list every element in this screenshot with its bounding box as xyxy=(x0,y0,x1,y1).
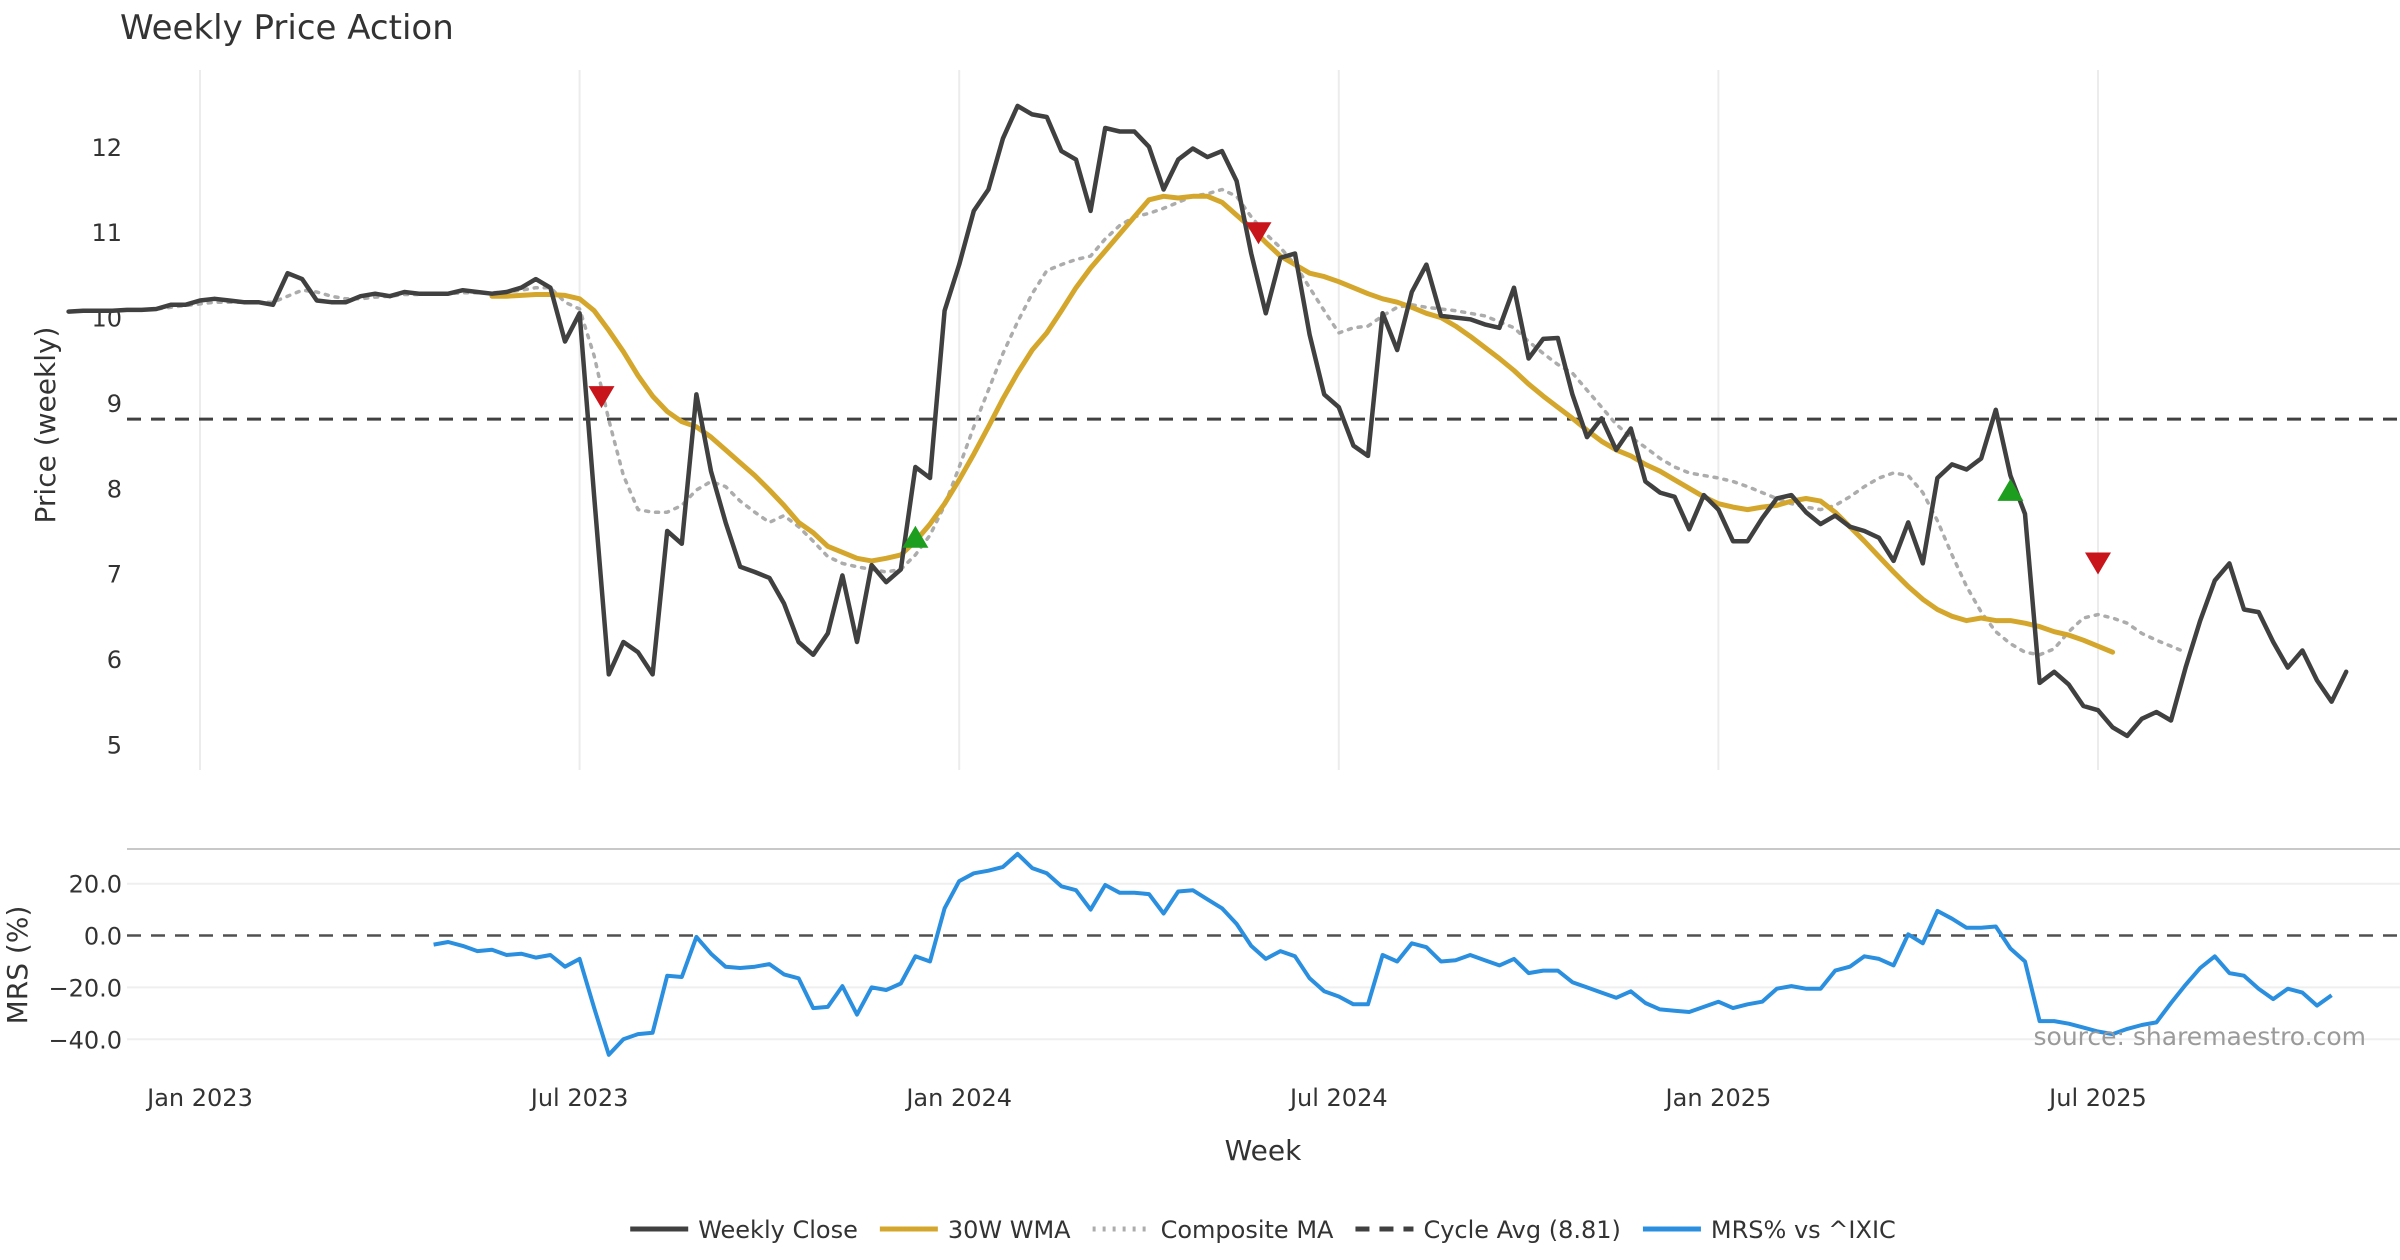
mrs-ytick-label: 20.0 xyxy=(69,871,122,899)
price-ytick-label: 12 xyxy=(91,134,122,162)
x-tick-label: Jul 2025 xyxy=(2047,1084,2147,1112)
mrs-panel: 20.0 0.0 −20.0 −40.0 MRS (%) source: sharem… xyxy=(1,848,2400,1057)
legend-label-composite-ma: Composite MA xyxy=(1161,1216,1334,1244)
price-series-lines xyxy=(66,103,2400,739)
sell-signal-marker xyxy=(1245,222,1272,245)
price-ytick-label: 7 xyxy=(107,561,122,589)
source-watermark: source: sharemaestro.com xyxy=(2034,1022,2367,1051)
price-y-axis-title: Price (weekly) xyxy=(29,327,62,524)
legend: Weekly Close 30W WMA Composite MA Cycle Avg… xyxy=(630,1216,1896,1244)
legend-label-30w-wma: 30W WMA xyxy=(948,1216,1071,1244)
price-ytick-label: 9 xyxy=(107,390,122,418)
mrs-ytick-label: −20.0 xyxy=(48,974,122,1002)
sell-signal-marker xyxy=(2085,552,2111,575)
legend-label-mrs-vs-ixic: MRS% vs ^IXIC xyxy=(1711,1216,1896,1244)
legend-label-weekly-close: Weekly Close xyxy=(698,1216,858,1244)
x-tick-label: Jul 2023 xyxy=(529,1084,629,1112)
composite-ma-line xyxy=(66,187,2188,657)
mrs-y-axis-title: MRS (%) xyxy=(1,906,34,1025)
x-tick-label: Jul 2024 xyxy=(1288,1084,1388,1112)
weekly-close-line xyxy=(66,103,2349,739)
mrs-series-line xyxy=(433,851,2333,1057)
30w-wma-line xyxy=(489,193,2116,655)
price-ytick-label: 6 xyxy=(107,646,122,674)
mrs-gridlines xyxy=(127,882,2400,1041)
x-tick-label: Jan 2024 xyxy=(904,1084,1012,1112)
mrs-ytick-label: 0.0 xyxy=(84,923,122,951)
price-ytick-label: 11 xyxy=(91,219,122,247)
price-ytick-label: 5 xyxy=(107,731,122,759)
chart-title: Weekly Price Action xyxy=(120,8,454,48)
x-axis-title: Week xyxy=(1225,1134,1302,1167)
x-tick-label: Jan 2023 xyxy=(145,1084,253,1112)
legend-label-cycle-avg-8-81: Cycle Avg (8.81) xyxy=(1423,1216,1620,1244)
mrs-line xyxy=(433,851,2333,1057)
x-axis: Jan 2023 Jul 2023 Jan 2024 Jul 2024 Jan 2025… xyxy=(145,1084,2147,1112)
mrs-ytick-label: −40.0 xyxy=(48,1026,122,1054)
price-ytick-label: 8 xyxy=(107,475,122,503)
buy-signal-marker xyxy=(902,525,929,548)
sell-signal-marker xyxy=(588,386,615,409)
x-tick-label: Jan 2025 xyxy=(1664,1084,1772,1112)
trade-signals xyxy=(588,222,2111,575)
buy-signal-marker xyxy=(1997,478,2024,501)
mrs-y-axis: 20.0 0.0 −20.0 −40.0 xyxy=(48,871,122,1055)
